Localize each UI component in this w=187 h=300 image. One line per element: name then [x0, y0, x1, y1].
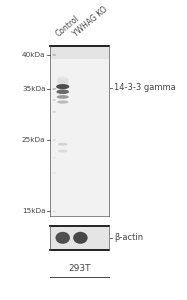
Ellipse shape	[56, 78, 69, 85]
Ellipse shape	[53, 54, 56, 56]
Text: 14-3-3 gamma: 14-3-3 gamma	[114, 83, 176, 92]
Ellipse shape	[57, 95, 69, 99]
Ellipse shape	[53, 211, 56, 212]
Bar	[50, 226, 109, 250]
Text: 25kDa: 25kDa	[22, 137, 45, 143]
Ellipse shape	[53, 172, 56, 174]
Ellipse shape	[73, 232, 88, 244]
Text: β-actin: β-actin	[114, 233, 143, 242]
Text: Control: Control	[54, 14, 81, 38]
Text: 293T: 293T	[68, 264, 91, 273]
Text: 15kDa: 15kDa	[22, 208, 45, 214]
Ellipse shape	[58, 150, 68, 152]
Ellipse shape	[53, 99, 56, 101]
Ellipse shape	[56, 89, 69, 94]
Ellipse shape	[57, 100, 68, 103]
Ellipse shape	[56, 80, 69, 88]
Bar	[50, 46, 109, 216]
Ellipse shape	[56, 84, 69, 89]
Ellipse shape	[56, 76, 69, 83]
Text: 35kDa: 35kDa	[22, 86, 45, 92]
Ellipse shape	[52, 88, 56, 90]
Bar	[50, 46, 109, 59]
Ellipse shape	[56, 232, 70, 244]
Text: YWHAG KO: YWHAG KO	[72, 5, 110, 38]
Ellipse shape	[58, 143, 68, 145]
Text: 40kDa: 40kDa	[22, 52, 45, 58]
Ellipse shape	[53, 111, 56, 113]
Ellipse shape	[53, 139, 56, 141]
Ellipse shape	[53, 157, 56, 158]
